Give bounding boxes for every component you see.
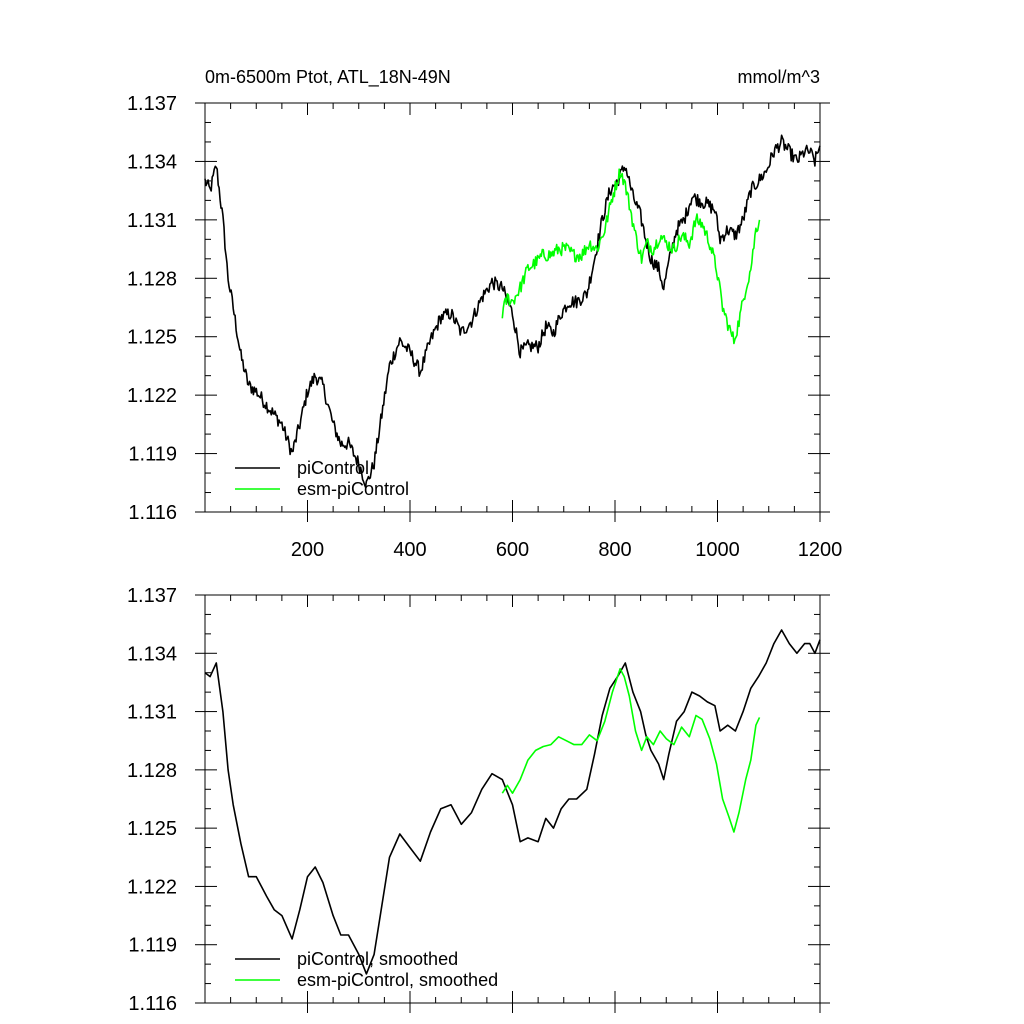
legend-label: piControl xyxy=(297,458,369,478)
legend-label: piControl, smoothed xyxy=(297,949,458,969)
series-line-esm-picontrol xyxy=(501,668,761,833)
y-tick-label: 1.116 xyxy=(128,993,177,1015)
chart-title: 0m-6500m Ptot, ATL_18N-49N xyxy=(205,67,451,88)
x-tick-label: 1000 xyxy=(695,539,740,561)
legend-label: esm-piControl xyxy=(297,479,409,499)
units-label: mmol/m^3 xyxy=(738,67,820,87)
x-tick-label: 1200 xyxy=(798,539,843,561)
y-tick-label: 1.131 xyxy=(127,702,177,724)
plot-frame xyxy=(204,102,821,513)
y-tick-label: 1.122 xyxy=(127,876,177,898)
x-tick-label: 800 xyxy=(598,539,631,561)
series-line-picontrol xyxy=(204,629,821,975)
y-tick-label: 1.128 xyxy=(127,760,177,782)
top-panel: 0m-6500m Ptot, ATL_18N-49N mmol/m^3 200 4… xyxy=(127,67,842,561)
y-tick-label: 1.134 xyxy=(127,151,177,173)
series-line-esm-picontrol xyxy=(501,168,761,345)
y-tick-label: 1.128 xyxy=(127,268,177,290)
y-tick-label: 1.137 xyxy=(127,93,177,115)
x-tick-label: 600 xyxy=(496,539,529,561)
y-tick-label: 1.125 xyxy=(127,818,177,840)
y-tick-label: 1.137 xyxy=(127,585,177,607)
y-tick-label: 1.134 xyxy=(127,643,177,665)
y-tick-label: 1.116 xyxy=(128,502,177,524)
x-tick-label: 400 xyxy=(393,539,426,561)
y-tick-label: 1.131 xyxy=(127,210,177,232)
y-tick-label: 1.119 xyxy=(128,444,177,466)
y-tick-label: 1.125 xyxy=(127,327,177,349)
y-tick-label: 1.119 xyxy=(128,935,177,957)
y-tick-label: 1.122 xyxy=(127,385,177,407)
x-tick-label: 200 xyxy=(291,539,324,561)
bottom-panel: 1.137 1.134 1.131 1.128 1.125 1.122 1.119 1.116… xyxy=(127,585,830,1015)
legend-label: esm-piControl, smoothed xyxy=(297,970,498,990)
series-line-picontrol xyxy=(204,134,821,488)
plot-frame xyxy=(204,594,821,1004)
